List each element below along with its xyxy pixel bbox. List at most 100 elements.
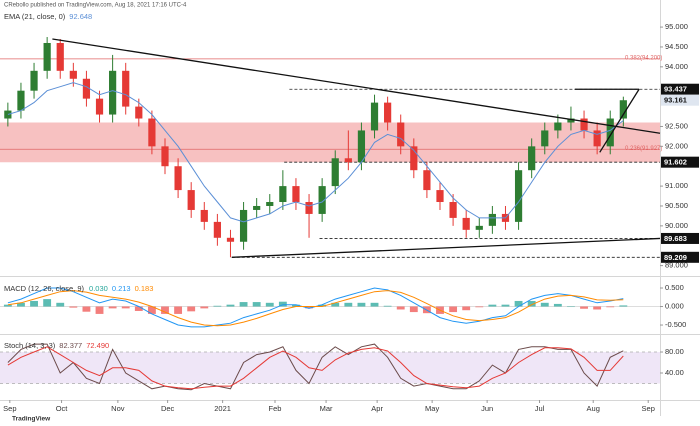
stoch-band	[0, 352, 660, 384]
x-tick-label: Jul	[535, 404, 545, 413]
macd-legend-value: 0.183	[135, 284, 154, 293]
y-tick-label: 90.500	[665, 201, 688, 210]
macd-histogram-bar	[331, 302, 340, 307]
macd-histogram-bar	[383, 305, 392, 307]
macd-histogram-bar	[396, 306, 405, 310]
macd-histogram-bar	[527, 300, 536, 307]
x-tick-label: Jun	[481, 404, 493, 413]
macd-histogram-bar	[580, 306, 588, 309]
stoch-legend-value: 72.490	[86, 341, 109, 350]
macd-histogram-bar	[593, 306, 602, 310]
macd-pane: 0.500 0.000 -0.500	[0, 283, 686, 329]
overlay-text: Sep Oct Nov Dec 2021 Feb Mar Apr May Jun Jul Aug Sep…	[3, 3, 655, 423]
macd-histogram-bar	[95, 306, 104, 314]
stoch-line	[7, 343, 624, 391]
macd-histogram-bar	[108, 306, 117, 309]
candle-body	[253, 205, 261, 210]
macd-histogram-bar	[174, 306, 183, 314]
candle-body	[135, 106, 143, 119]
macd-histogram-bar	[344, 302, 353, 307]
x-tick-label: Sep	[3, 404, 16, 413]
candle-body	[580, 118, 588, 131]
stoch-legend-name: Stoch (14, 3, 3)	[4, 341, 56, 350]
macd-legend-name: MACD (12, 26, close, 9)	[4, 284, 85, 293]
y-tick-label: 94.000	[665, 62, 688, 71]
candle-body	[161, 146, 169, 167]
fib-label: 0.236(91.927)	[625, 146, 662, 152]
macd-histogram-bar	[318, 304, 327, 307]
candle-body	[619, 100, 627, 119]
candle-body	[56, 42, 64, 71]
macd-histogram-bar	[43, 299, 52, 307]
macd-histogram-bar	[252, 302, 261, 307]
x-tick-label: 2021	[214, 404, 231, 413]
macd-histogram-bar	[56, 302, 65, 307]
candle-body	[82, 78, 91, 99]
price-badge	[661, 83, 699, 95]
candle-body	[554, 122, 562, 131]
macd-histogram-bar	[370, 302, 379, 307]
stoch-pane: 80.00 40.00	[0, 343, 684, 391]
x-tick-label: Feb	[269, 404, 282, 413]
y-tick-label: 89.000	[665, 261, 688, 270]
x-tick-label: Dec	[161, 404, 175, 413]
macd-legend-value: 0.030	[89, 284, 108, 293]
y-tick-label: 80.00	[665, 347, 684, 356]
stoch-line	[7, 346, 624, 390]
macd-histogram-bar	[619, 305, 628, 307]
macd-histogram-bar	[213, 305, 222, 307]
x-tick-label: Nov	[111, 404, 125, 413]
macd-histogram-bar	[488, 304, 497, 307]
macd-histogram-bar	[501, 304, 510, 307]
candle-body	[4, 110, 12, 119]
candle-body	[318, 186, 326, 214]
candle-body	[187, 190, 195, 210]
candle-body	[95, 98, 104, 115]
main-pane: 0.382(94.200) 0.236(91.927) 95.000 94.500 94…	[0, 22, 699, 270]
candle-body	[357, 130, 366, 163]
macd-histogram-bar	[187, 306, 196, 312]
candle-body	[122, 70, 130, 107]
macd-histogram-bar	[409, 306, 418, 313]
candle-body	[514, 170, 523, 222]
macd-histogram-bar	[17, 302, 25, 307]
x-tick-label: Aug	[587, 404, 600, 413]
brand: TradingView	[12, 416, 51, 423]
candle-body	[567, 118, 575, 123]
candle-body	[17, 90, 25, 111]
candle-body	[423, 170, 431, 191]
macd-histogram-bar	[567, 306, 575, 308]
macd-histogram-bar	[292, 304, 300, 307]
y-tick-label: 0.000	[665, 302, 684, 311]
y-tick-label: 90.000	[665, 221, 688, 230]
macd-histogram-bar	[69, 306, 78, 308]
macd-histogram-bar	[239, 302, 248, 307]
candle-body	[344, 158, 352, 163]
macd-histogram-bar	[357, 302, 366, 307]
price-badge	[661, 156, 699, 168]
y-tick-label: 91.000	[665, 181, 688, 190]
candle-body	[174, 166, 182, 191]
price-badge	[661, 251, 699, 263]
x-tick-label: Apr	[371, 404, 383, 413]
candle-body	[384, 102, 392, 123]
macd-histogram-bar	[82, 306, 91, 312]
ema-legend: EMA (21, close, 0) 92.648	[4, 12, 92, 21]
candle-body	[239, 209, 248, 242]
candle-body	[488, 213, 496, 226]
macd-histogram-bar	[540, 302, 549, 307]
price-badge-label: 93.161	[664, 96, 687, 105]
candle-body	[69, 70, 77, 79]
y-tick-label: 0.500	[665, 283, 684, 292]
macd-histogram-bar	[606, 306, 615, 308]
stoch-legend-value: 82.377	[59, 341, 82, 350]
candle-body	[226, 237, 235, 242]
candle-body	[30, 70, 38, 91]
macd-histogram-bar	[121, 306, 130, 309]
candle-body	[109, 70, 117, 115]
macd-histogram-bar	[200, 306, 209, 309]
macd-histogram-bar	[278, 301, 287, 307]
candle-body	[200, 209, 208, 222]
ema-legend-value: 92.648	[69, 12, 92, 21]
candle-body	[148, 118, 156, 147]
